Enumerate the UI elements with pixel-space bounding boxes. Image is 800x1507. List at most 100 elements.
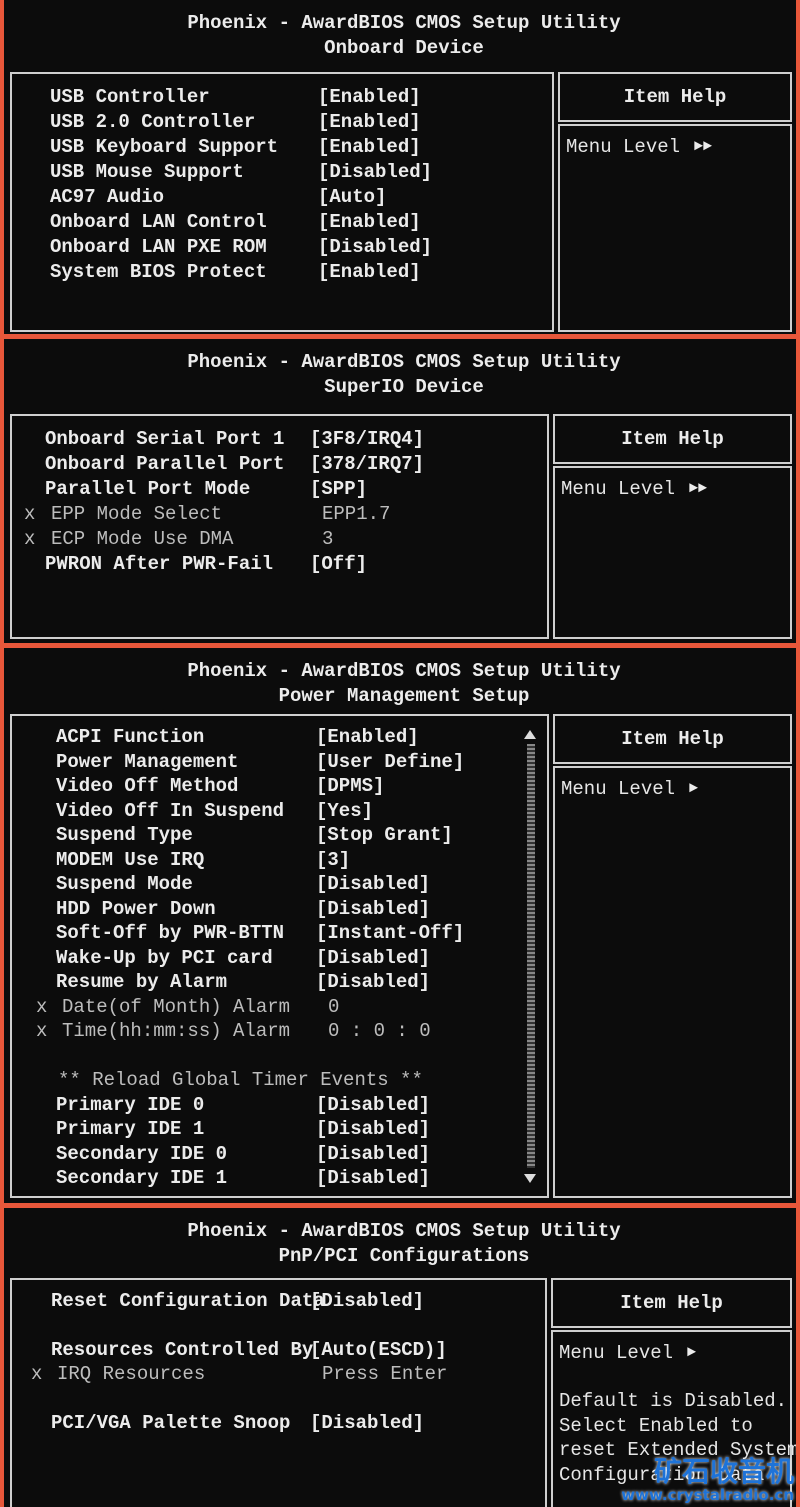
- panel-subtitle: Power Management Setup: [278, 685, 530, 707]
- option-label: USB Controller: [50, 86, 210, 108]
- option-value: Press Enter: [322, 1362, 448, 1385]
- option-label: Onboard LAN Control: [50, 211, 267, 233]
- option-label: Primary IDE 0: [56, 1093, 205, 1116]
- option-label: Power Management: [56, 750, 239, 773]
- option-label: PWRON After PWR-Fail: [45, 553, 274, 575]
- option-label: System BIOS Protect: [50, 261, 267, 283]
- help-box: [553, 414, 792, 464]
- help-box: [551, 1278, 792, 1328]
- option-value: [Disabled]: [318, 236, 433, 258]
- option-value: [Yes]: [316, 799, 374, 822]
- watermark: 矿石收音机 www.crystalradio.cn: [621, 1455, 794, 1504]
- option-value: [Stop Grant]: [316, 824, 453, 846]
- help-box-body: [553, 466, 792, 639]
- option-value: [Disabled]: [318, 161, 433, 183]
- disabled-marker: x: [31, 1362, 43, 1385]
- option-value: [SPP]: [310, 478, 368, 500]
- option-value: [Disabled]: [316, 971, 431, 993]
- option-value: [3F8/IRQ4]: [310, 428, 425, 450]
- option-value: [Disabled]: [316, 1093, 431, 1116]
- panel-subtitle: Onboard Device: [324, 37, 484, 59]
- option-value: 0: [328, 995, 340, 1018]
- option-label: PCI/VGA Palette Snoop: [51, 1411, 291, 1434]
- disabled-marker: x: [36, 1020, 48, 1042]
- help-text: Default is Disabled.: [559, 1390, 788, 1412]
- option-value: [Disabled]: [316, 946, 431, 969]
- option-value: [Enabled]: [318, 211, 421, 233]
- option-label: Onboard LAN PXE ROM: [50, 236, 267, 258]
- bios-panel: Phoenix - AwardBIOS CMOS Setup Utility Pn…: [4, 1208, 796, 1507]
- option-value: [Instant-Off]: [316, 922, 465, 944]
- panel-title: Phoenix - AwardBIOS CMOS Setup Utility: [187, 12, 621, 34]
- scroll-up-arrow: [524, 730, 536, 739]
- watermark-cn: 矿石收音机: [653, 1455, 794, 1488]
- option-value: [Disabled]: [316, 1118, 431, 1140]
- option-label: Secondary IDE 0: [56, 1142, 228, 1165]
- option-value: [Auto]: [318, 186, 387, 208]
- bios-panel: Phoenix - AwardBIOS CMOS Setup Utility Su…: [4, 339, 796, 643]
- menu-level: Menu Level: [561, 778, 676, 800]
- option-label: ACPI Function: [56, 726, 205, 748]
- option-value: EPP1.7: [322, 503, 391, 525]
- scroll-down-arrow: [524, 1174, 536, 1183]
- option-label: ECP Mode Use DMA: [51, 528, 234, 550]
- option-value: [DPMS]: [316, 775, 385, 797]
- options-box: [10, 72, 554, 332]
- option-label: Video Off Method: [56, 775, 239, 797]
- option-label: USB 2.0 Controller: [50, 111, 256, 133]
- menu-level: Menu Level: [559, 1342, 674, 1364]
- option-value: [378/IRQ7]: [310, 453, 425, 475]
- option-label: Suspend Type: [56, 824, 193, 846]
- menu-arrow: ►►: [694, 138, 713, 155]
- option-label: USB Keyboard Support: [50, 136, 279, 158]
- option-label: Onboard Parallel Port: [45, 453, 285, 475]
- scrollbar: [527, 744, 535, 1168]
- option-value: [Enabled]: [318, 136, 421, 158]
- option-value: [Auto(ESCD)]: [310, 1338, 447, 1361]
- bios-panel: Phoenix - AwardBIOS CMOS Setup Utility On…: [4, 0, 796, 334]
- options-box: [10, 1278, 547, 1507]
- menu-arrow: ►: [689, 780, 699, 797]
- help-title: Item Help: [623, 86, 727, 108]
- option-label: EPP Mode Select: [51, 503, 223, 525]
- option-label: Wake-Up by PCI card: [56, 946, 273, 969]
- option-label: MODEM Use IRQ: [56, 848, 205, 871]
- option-label: Date(of Month) Alarm: [62, 995, 291, 1018]
- help-text: Configuration Data: [559, 1463, 765, 1486]
- option-value: [Disabled]: [316, 897, 431, 920]
- option-value: [Disabled]: [316, 1167, 431, 1189]
- option-label: Reset Configuration Data: [51, 1290, 325, 1312]
- option-label: Suspend Mode: [56, 873, 193, 895]
- panel-title: Phoenix - AwardBIOS CMOS Setup Utility: [187, 1220, 621, 1242]
- option-value: [Off]: [310, 553, 368, 575]
- help-box-body: [558, 124, 792, 332]
- help-box-body: [553, 766, 792, 1198]
- option-label: HDD Power Down: [56, 897, 216, 920]
- option-value: [3]: [316, 848, 351, 871]
- option-label: ** Reload Global Timer Events **: [58, 1069, 423, 1091]
- option-value: 3: [322, 528, 334, 550]
- panel-title: Phoenix - AwardBIOS CMOS Setup Utility: [187, 660, 621, 682]
- menu-arrow: ►: [687, 1344, 697, 1361]
- option-value: [Enabled]: [318, 111, 421, 133]
- options-box: [10, 414, 549, 639]
- help-text: reset Extended System: [559, 1439, 796, 1461]
- panel-title: Phoenix - AwardBIOS CMOS Setup Utility: [187, 351, 621, 373]
- help-box: [553, 714, 792, 764]
- help-title: Item Help: [620, 1292, 723, 1314]
- option-value: [Disabled]: [310, 1411, 425, 1434]
- option-value: [Disabled]: [310, 1290, 425, 1312]
- help-box: [558, 72, 792, 122]
- disabled-marker: x: [24, 528, 36, 550]
- option-value: [Enabled]: [318, 261, 421, 283]
- option-label: USB Mouse Support: [50, 161, 244, 183]
- help-text: Select Enabled to: [559, 1414, 753, 1437]
- disabled-marker: x: [24, 503, 36, 525]
- options-box: [10, 714, 549, 1198]
- bios-panel: Phoenix - AwardBIOS CMOS Setup Utility Po…: [4, 648, 796, 1203]
- option-label: Primary IDE 1: [56, 1118, 205, 1140]
- panel-subtitle: SuperIO Device: [324, 376, 484, 398]
- option-value: [Enabled]: [318, 86, 421, 108]
- option-label: Parallel Port Mode: [45, 478, 251, 500]
